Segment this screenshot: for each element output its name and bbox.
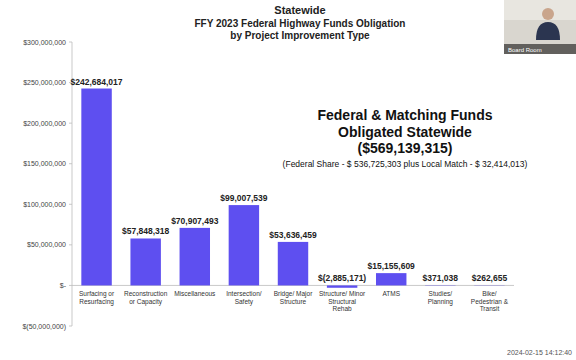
- y-tick: [69, 123, 72, 124]
- camera-label: Board Room: [508, 47, 542, 53]
- y-tick-label: $100,000,000: [23, 201, 66, 208]
- bar: [229, 205, 259, 285]
- y-tick: [69, 244, 72, 245]
- camera-thumbnail: [504, 0, 576, 54]
- y-tick-label: $150,000,000: [23, 160, 66, 167]
- x-tick-label: Structure/ MinorStructuralRehab: [319, 290, 366, 312]
- bar: [180, 228, 210, 286]
- y-tick-label: $(50,000,000): [22, 323, 66, 331]
- camera-person-head: [542, 8, 554, 20]
- data-label: $(2,885,171): [318, 273, 366, 283]
- timestamp: 2024-02-15 14:12:40: [507, 349, 572, 356]
- y-tick: [69, 42, 72, 43]
- bar: [81, 89, 111, 286]
- title: Statewide: [274, 4, 325, 16]
- bars: [81, 89, 504, 288]
- subtitle: FFY 2023 Federal Highway Funds Obligatio…: [195, 18, 406, 29]
- data-label: $262,655: [472, 273, 508, 283]
- data-label: $99,007,539: [220, 193, 268, 203]
- y-tick-label: $200,000,000: [23, 120, 66, 127]
- y-tick: [69, 285, 72, 286]
- background: [0, 0, 576, 360]
- x-tick-label: Bridge/ MajorStructure: [274, 290, 313, 305]
- data-label: $371,038: [423, 273, 459, 283]
- y-tick: [69, 163, 72, 164]
- camera-person-body: [536, 22, 560, 40]
- bar: [278, 242, 308, 286]
- annotation: ($569,139,315): [358, 140, 453, 156]
- data-label: $57,848,318: [122, 226, 170, 236]
- data-label: $242,684,017: [71, 77, 123, 87]
- x-tick-label: Surfacing orResurfacing: [79, 290, 115, 306]
- x-tick-label: Studies/Planning: [428, 290, 454, 306]
- annotation: Obligated Statewide: [338, 124, 472, 140]
- bar: [425, 285, 455, 286]
- chart: Statewide FFY 2023 Federal Highway Funds …: [0, 0, 576, 360]
- annotation: (Federal Share - $ 536,725,303 plus Loca…: [283, 159, 528, 169]
- y-tick-label: $250,000,000: [23, 79, 66, 86]
- subtitle: by Project Improvement Type: [230, 30, 370, 41]
- y-tick-label: $-: [60, 282, 67, 289]
- bar: [130, 238, 160, 285]
- data-label: $53,636,459: [269, 230, 317, 240]
- y-tick: [69, 326, 72, 327]
- camera-label-bg: [504, 44, 576, 54]
- bar: [474, 285, 504, 286]
- annotation: Federal & Matching Funds: [317, 107, 492, 123]
- y-tick-label: $300,000,000: [23, 39, 66, 46]
- x-tick-label: Bike/Pedestrian &Transit: [471, 290, 509, 312]
- data-label: $70,907,493: [171, 216, 219, 226]
- bar: [327, 285, 357, 287]
- x-tick-label: Intersection/Safety: [226, 290, 262, 306]
- y-tick-label: $50,000,000: [27, 241, 66, 248]
- camera-wall: [504, 0, 576, 20]
- data-label: $15,155,609: [368, 261, 416, 271]
- x-tick-label: ATMS: [382, 290, 400, 297]
- x-tick-label: Miscellaneous: [174, 290, 216, 297]
- page: Statewide FFY 2023 Federal Highway Funds …: [0, 0, 576, 360]
- x-tick-label: Reconstructionor Capacity: [124, 290, 168, 306]
- y-tick: [69, 204, 72, 205]
- bar: [376, 273, 406, 285]
